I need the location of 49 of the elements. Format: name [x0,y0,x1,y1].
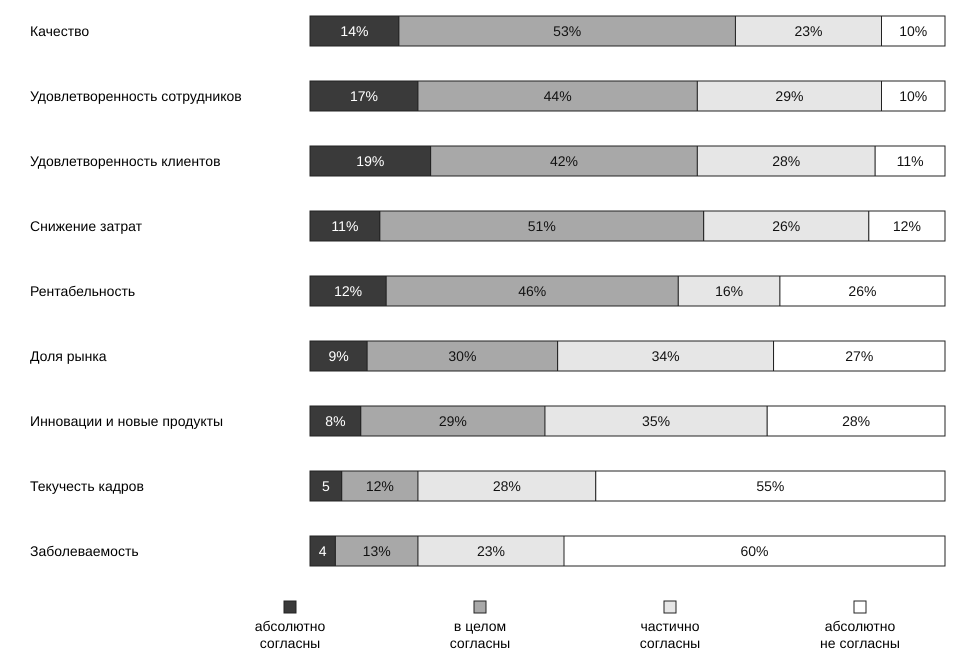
data-label: 12% [334,283,362,299]
data-label: 55% [756,478,784,494]
data-label: 60% [740,543,769,559]
y-tick-label: Удовлетворенность клиентов [30,153,221,169]
data-label: 28% [772,153,800,169]
y-tick-label: Снижение затрат [30,218,143,234]
data-label: 4 [318,543,327,559]
data-label: 28% [492,478,521,494]
y-tick-label: Инновации и новые продукты [30,413,224,429]
y-tick-label: Качество [30,23,90,39]
data-label: 11% [896,153,924,169]
data-label: 12% [366,478,394,494]
data-label: 30% [448,348,476,364]
data-label: 44% [544,88,572,104]
y-tick-label: Рентабельность [30,283,136,299]
legend-label: абсолютно не согласны [820,618,900,651]
data-label: 26% [848,283,876,299]
data-label: 10% [899,23,928,39]
y-tick-label: Текучесть кадров [30,478,144,494]
y-tick-label: Доля рынка [30,348,107,364]
y-tick-label: Удовлетворенность сотрудников [30,88,242,104]
legend-label: абсолютно согласны [254,618,326,651]
data-label: 23% [794,23,822,39]
data-label: 16% [715,283,744,299]
legend-label: в целом согласны [450,618,510,651]
data-label: 51% [528,218,556,234]
data-label: 35% [642,413,670,429]
data-label: 12% [892,218,921,234]
data-label: 23% [476,543,505,559]
data-label: 9% [328,348,349,364]
data-label: 13% [362,543,391,559]
data-label: 17% [350,88,378,104]
data-label: 19% [356,153,384,169]
data-label: 46% [518,283,546,299]
data-label: 29% [438,413,467,429]
data-label: 11% [331,218,358,234]
data-label: 26% [772,218,800,234]
legend-label: частично согласны [640,618,700,651]
data-label: 8% [325,413,346,429]
data-label: 14% [340,23,368,39]
data-label: 27% [845,348,874,364]
data-label: 34% [652,348,680,364]
y-tick-label: Заболеваемость [30,543,139,559]
data-label: 10% [899,88,928,104]
data-label: 5 [322,478,330,494]
data-label: 29% [775,88,804,104]
data-label: 53% [553,23,582,39]
data-label: 28% [842,413,870,429]
data-label: 42% [550,153,578,169]
